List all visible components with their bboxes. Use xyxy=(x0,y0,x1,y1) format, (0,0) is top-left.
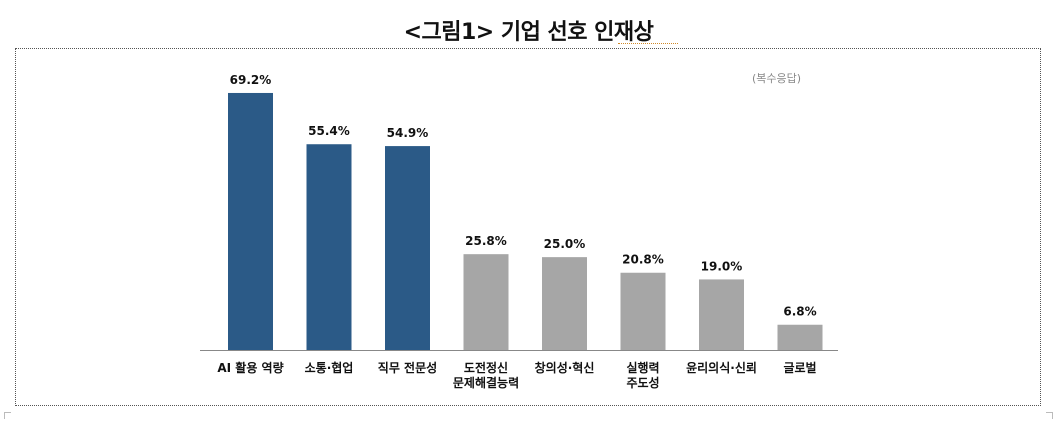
value-label-6: 20.8% xyxy=(622,253,664,267)
bar-7 xyxy=(699,279,744,350)
value-label-2: 55.4% xyxy=(308,124,350,138)
category-label-6-line-2: 주도성 xyxy=(626,376,659,390)
value-label-8: 6.8% xyxy=(783,305,816,319)
bar-3 xyxy=(385,146,430,350)
value-label-5: 25.0% xyxy=(544,237,586,251)
bar-8 xyxy=(777,324,823,350)
chart-title: <그림1> 기업 선호 인재상 xyxy=(403,20,654,45)
value-label-3: 54.9% xyxy=(387,126,429,140)
bar-1 xyxy=(228,92,273,350)
value-label-1: 69.2% xyxy=(230,73,272,87)
corner-mark-left xyxy=(4,412,11,419)
category-label-4-line-2: 문제해결능력 xyxy=(453,375,519,390)
corner-mark-right xyxy=(1046,412,1053,419)
category-label-1: AI 활용 역량 xyxy=(217,360,283,375)
chart-frame xyxy=(15,48,1041,406)
category-label-8: 글로벌 xyxy=(783,360,816,375)
bar-2 xyxy=(306,144,352,350)
bar-6 xyxy=(620,272,666,350)
category-label-6-line-1: 실행력 xyxy=(626,360,659,375)
value-label-7: 19.0% xyxy=(701,259,743,273)
bar-5 xyxy=(542,257,587,350)
category-label-5: 창의성·혁신 xyxy=(535,360,595,375)
category-label-7: 윤리의식·신뢰 xyxy=(686,360,757,375)
category-label-4-line-1: 도전정신 xyxy=(464,360,508,375)
multiple-response-note: (복수응답) xyxy=(752,72,802,85)
bar-4 xyxy=(463,254,509,350)
value-label-4: 25.8% xyxy=(465,234,507,248)
category-label-3: 직무 전문성 xyxy=(378,360,437,375)
title-underline xyxy=(618,43,678,44)
category-label-2: 소통·협업 xyxy=(305,360,354,375)
